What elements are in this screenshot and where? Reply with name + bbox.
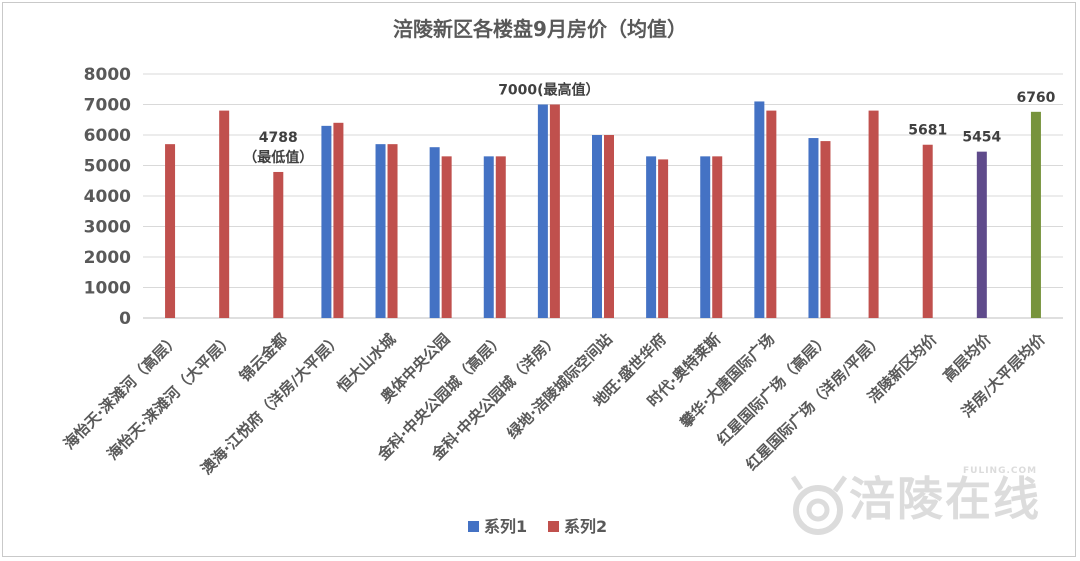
watermark-logo: 涪陵在线 FULING.COM bbox=[790, 466, 1041, 535]
data-label: 4788 bbox=[259, 130, 298, 146]
bar-系列2-2 bbox=[273, 171, 284, 318]
y-tick-label: 1000 bbox=[84, 279, 131, 299]
bar-系列1-3 bbox=[321, 125, 332, 318]
bar-系列1-7 bbox=[537, 104, 548, 318]
x-axis: 海怡天·涞滩河（高层）海怡天·涞滩河（大平层）锦云金都澳海·江悦府（洋房/大平层… bbox=[60, 329, 1049, 478]
x-tick-label: 高层均价 bbox=[939, 329, 995, 385]
data-label: （最低值） bbox=[243, 149, 313, 166]
x-tick-label: 绿地·涪陵城际空间站 bbox=[504, 330, 616, 442]
bar-系列2-1 bbox=[219, 110, 230, 318]
y-tick-label: 8000 bbox=[84, 65, 131, 85]
legend-label: 系列2 bbox=[564, 517, 607, 536]
data-label: 5454 bbox=[962, 130, 1001, 146]
y-tick-label: 6000 bbox=[84, 126, 131, 146]
x-tick-label: 锦云金都 bbox=[236, 330, 291, 385]
bar-系列1-10 bbox=[700, 156, 711, 318]
bar-系列1-4 bbox=[375, 144, 386, 318]
legend-label: 系列1 bbox=[484, 517, 527, 536]
bar-系列2-11 bbox=[766, 110, 777, 318]
y-axis: 0 1000 2000 3000 4000 5000 6000 7000 8000 bbox=[84, 65, 131, 329]
bar-系列2-12 bbox=[820, 141, 831, 318]
bar-系列1-9 bbox=[646, 156, 657, 318]
data-label: 6760 bbox=[1016, 90, 1055, 106]
bar-系列2-3 bbox=[333, 122, 344, 318]
data-labels: 4788 （最低值） 7000(最高值） 5681 5454 6760 bbox=[243, 82, 1055, 166]
data-label: 5681 bbox=[908, 123, 947, 139]
bar-系列2-0 bbox=[165, 144, 176, 318]
legend-swatch bbox=[468, 521, 479, 532]
y-tick-label: 4000 bbox=[84, 187, 131, 207]
bar-系列1-12 bbox=[808, 138, 819, 318]
y-tick-label: 5000 bbox=[84, 157, 131, 177]
y-tick-label: 2000 bbox=[84, 248, 131, 268]
bar-系列1-8 bbox=[592, 135, 602, 318]
watermark-domain: FULING.COM bbox=[963, 466, 1037, 476]
chart-title: 涪陵新区各楼盘9月房价（均值） bbox=[393, 17, 687, 41]
bar-系列2-6 bbox=[495, 156, 506, 318]
bar-系列2-7 bbox=[549, 104, 560, 318]
x-tick-label: 攀华·大唐国际广场 bbox=[676, 330, 778, 432]
bar-series-4-16 bbox=[1030, 111, 1041, 318]
bar-chart: 涪陵新区各楼盘9月房价（均值） 0 1000 2000 3000 4000 5000 600… bbox=[60, 17, 1063, 536]
gridlines bbox=[143, 73, 1063, 319]
bar-系列1-5 bbox=[429, 147, 440, 318]
data-label: 7000(最高值） bbox=[498, 82, 599, 99]
y-tick-label: 7000 bbox=[84, 96, 131, 116]
bar-系列2-13 bbox=[868, 110, 879, 318]
bar-series-3-15 bbox=[976, 151, 987, 318]
bar-系列2-5 bbox=[441, 156, 452, 318]
bar-系列2-10 bbox=[712, 156, 723, 318]
bar-系列2-14 bbox=[922, 144, 933, 318]
bars bbox=[165, 101, 1041, 318]
bar-系列2-8 bbox=[604, 135, 614, 318]
legend: 系列1 系列2 bbox=[468, 517, 607, 536]
bar-系列2-4 bbox=[387, 144, 398, 318]
watermark-text: 涪陵在线 bbox=[849, 472, 1041, 526]
watermark-logo-icon bbox=[790, 475, 848, 535]
bar-系列1-6 bbox=[483, 156, 494, 318]
legend-swatch bbox=[548, 521, 559, 532]
bar-系列2-9 bbox=[658, 159, 669, 318]
y-tick-label: 3000 bbox=[84, 218, 131, 238]
bar-系列1-11 bbox=[754, 101, 765, 318]
y-tick-label: 0 bbox=[119, 309, 131, 329]
